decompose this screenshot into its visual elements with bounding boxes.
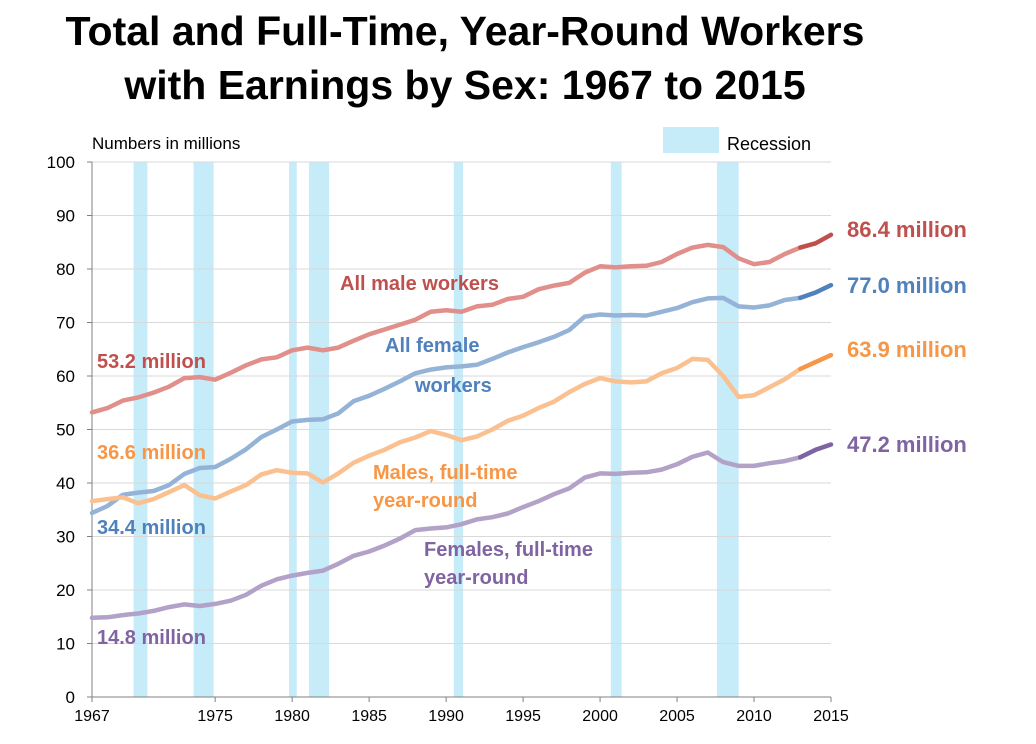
x-tick-label: 1995 <box>505 708 541 725</box>
series-annotations: All male workers All female workers Male… <box>340 273 593 589</box>
annotation-all-female-workers-line-1: All female <box>385 335 479 357</box>
end-label-male-full-time: 63.9 million <box>847 337 967 362</box>
x-tick-label: 2005 <box>659 708 695 725</box>
chart-title-line-1: Total and Full-Time, Year-Round Workers <box>65 8 865 54</box>
end-label-all-male: 86.4 million <box>847 217 967 242</box>
series-line <box>89 242 803 415</box>
start-label-female-full-time: 14.8 million <box>97 627 206 649</box>
x-tick-label: 2015 <box>813 708 849 725</box>
start-label-male-full-time: 36.6 million <box>97 442 206 464</box>
x-tick-label: 1975 <box>197 708 233 725</box>
series-line-recent <box>797 352 834 372</box>
x-tick-label: 1980 <box>274 708 310 725</box>
gridlines <box>87 161 831 698</box>
annotation-all-female-workers-line-2: workers <box>414 375 492 397</box>
x-tick-label: 2000 <box>582 708 618 725</box>
y-tick-label: 70 <box>56 314 75 333</box>
end-label-all-female: 77.0 million <box>847 273 967 298</box>
series-line <box>89 450 803 621</box>
start-label-all-female: 34.4 million <box>97 517 206 539</box>
y-tick-labels: 0 10 20 30 40 50 60 70 80 90 100 <box>47 153 75 707</box>
y-tick-label: 20 <box>56 581 75 600</box>
legend-recession-swatch <box>663 127 719 153</box>
y-tick-label: 0 <box>66 688 75 707</box>
start-value-labels: 53.2 million 34.4 million 36.6 million 1… <box>97 351 206 649</box>
x-tick-label: 1985 <box>351 708 387 725</box>
end-value-labels: 86.4 million 77.0 million 63.9 million 4… <box>847 217 967 457</box>
chart-title-line-2: with Earnings by Sex: 1967 to 2015 <box>124 62 806 108</box>
x-tick-label: 1967 <box>74 708 110 725</box>
y-tick-label: 100 <box>47 153 75 172</box>
y-tick-label: 10 <box>56 635 75 654</box>
legend-recession-label: Recession <box>727 134 811 154</box>
series-line-recent <box>797 282 834 301</box>
y-tick-label: 90 <box>56 207 75 226</box>
chart-title: Total and Full-Time, Year-Round Workers … <box>0 4 930 112</box>
series-line <box>89 295 803 516</box>
series-line-recent <box>797 232 834 250</box>
x-tick-label: 1990 <box>428 708 464 725</box>
annotation-females-full-time-line-2: year-round <box>424 567 528 589</box>
end-label-female-full-time: 47.2 million <box>847 432 967 457</box>
series-line-recent <box>797 442 834 460</box>
y-tick-label: 60 <box>56 367 75 386</box>
annotation-males-full-time-line-1: Males, full-time <box>373 462 517 484</box>
y-tick-label: 40 <box>56 474 75 493</box>
start-label-all-male: 53.2 million <box>97 351 206 373</box>
x-tick-labels: 1967 1975 1980 1985 1990 1995 2000 2005 2010 2015 <box>74 697 849 725</box>
annotation-females-full-time-line-1: Females, full-time <box>424 539 593 561</box>
y-tick-label: 50 <box>56 421 75 440</box>
series-line <box>89 356 803 506</box>
annotation-all-male-workers: All male workers <box>340 273 499 295</box>
series-lines <box>89 232 834 621</box>
x-tick-label: 2010 <box>736 708 772 725</box>
y-tick-label: 30 <box>56 528 75 547</box>
annotation-males-full-time-line-2: year-round <box>373 490 477 512</box>
y-tick-label: 80 <box>56 260 75 279</box>
y-axis-label: Numbers in millions <box>92 134 240 153</box>
